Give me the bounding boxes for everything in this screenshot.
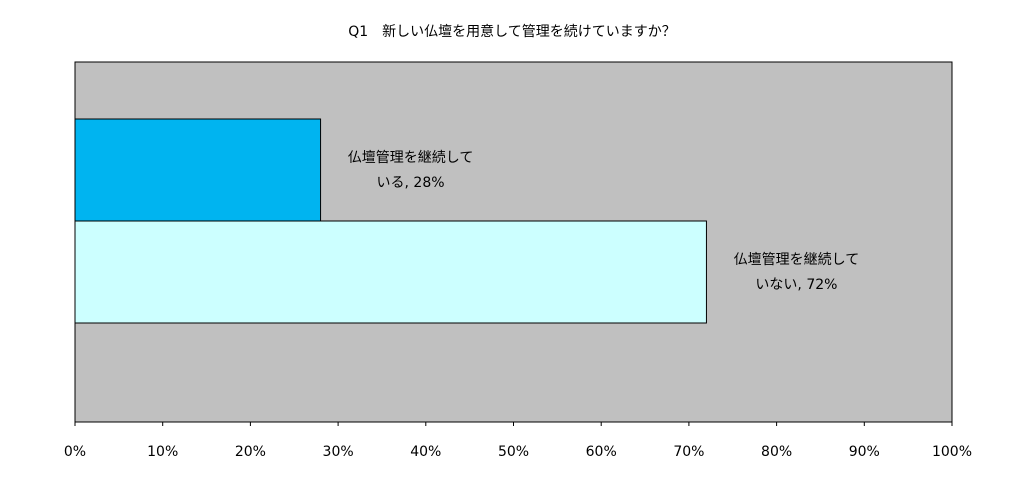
- x-tick-label: 90%: [849, 444, 880, 460]
- data-label: 仏壇管理を継続していない, 72%: [734, 251, 860, 293]
- data-label-line: 仏壇管理を継続して: [734, 251, 860, 268]
- x-tick-label: 10%: [147, 444, 178, 460]
- x-tick-label: 100%: [932, 444, 972, 460]
- x-tick-label: 50%: [498, 444, 529, 460]
- chart-title: Q1 新しい仏壇を用意して管理を続けていますか？: [348, 23, 676, 40]
- bar: [74, 118, 322, 222]
- data-label: 仏壇管理を継続している, 28%: [348, 149, 474, 191]
- data-label-line: 仏壇管理を継続して: [348, 149, 474, 166]
- data-label-line: いない, 72%: [755, 277, 837, 293]
- x-tick-label: 30%: [323, 444, 354, 460]
- x-tick-label: 40%: [410, 444, 441, 460]
- x-tick-label: 80%: [761, 444, 792, 460]
- data-label-line: いる, 28%: [377, 175, 445, 191]
- x-tick-label: 70%: [673, 444, 704, 460]
- x-tick-label: 20%: [235, 444, 266, 460]
- x-tick-label: 0%: [64, 444, 86, 460]
- bar: [74, 220, 707, 324]
- x-tick-label: 60%: [586, 444, 617, 460]
